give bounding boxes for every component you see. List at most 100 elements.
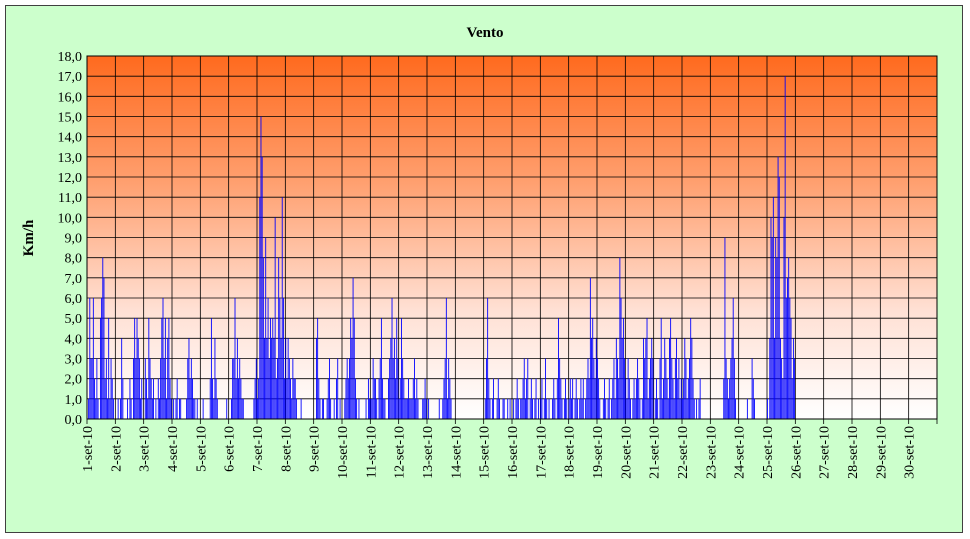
wind-bar: [176, 378, 178, 419]
wind-bar: [615, 338, 617, 419]
x-tick-label: 10-set-10: [336, 426, 351, 479]
wind-bar: [160, 358, 162, 419]
y-tick-label: 0,0: [65, 413, 83, 428]
wind-bar: [627, 358, 629, 419]
wind-bar: [255, 358, 257, 419]
chart-frame: Vento Km/h 0,0 1,0 2,0 3,0 4,0 5,0 6,0 7,0 8,0 9,…: [5, 5, 963, 533]
wind-bar: [367, 378, 369, 419]
wind-bar: [384, 398, 386, 419]
wind-bar: [608, 378, 610, 419]
wind-bar: [593, 358, 595, 419]
wind-bar: [565, 378, 566, 419]
y-tick-label: 14,0: [58, 131, 83, 146]
wind-bar: [153, 378, 154, 419]
wind-bar: [259, 197, 261, 419]
wind-bar: [409, 398, 411, 419]
wind-bar: [89, 298, 91, 419]
wind-bar: [784, 76, 786, 420]
wind-bar: [554, 398, 556, 419]
wind-bar: [112, 398, 114, 419]
wind-bar: [236, 338, 238, 419]
wind-bar: [770, 217, 772, 419]
wind-bar: [652, 358, 654, 419]
wind-bar: [242, 398, 244, 419]
wind-bar: [226, 398, 228, 419]
wind-bar: [404, 398, 406, 419]
x-tick-label: 22-set-10: [676, 426, 691, 479]
wind-bar: [605, 398, 607, 419]
wind-bar: [545, 358, 546, 419]
wind-bar: [149, 358, 151, 419]
wind-bar: [587, 358, 589, 419]
wind-bar: [650, 358, 651, 419]
x-tick-label: 23-set-10: [704, 426, 719, 479]
plot-border: [86, 55, 938, 420]
wind-bar: [179, 398, 180, 419]
wind-bar: [672, 378, 674, 419]
wind-bar: [731, 338, 733, 419]
wind-bar: [576, 398, 578, 419]
wind-bar: [410, 398, 412, 419]
wind-bar: [241, 398, 243, 419]
wind-bar: [286, 378, 288, 419]
wind-bar: [138, 358, 140, 419]
wind-bar: [568, 398, 570, 419]
wind-bar: [316, 338, 317, 419]
wind-bar: [664, 338, 666, 419]
wind-bar: [543, 398, 545, 419]
wind-bar: [261, 156, 263, 419]
wind-bar: [140, 398, 142, 419]
wind-bar: [523, 358, 525, 419]
wind-bar: [559, 358, 561, 419]
y-tick-label: 16,0: [58, 90, 83, 105]
y-tick-label: 4,0: [65, 332, 83, 347]
wind-bar: [769, 338, 771, 419]
wind-bar: [212, 378, 214, 419]
wind-bar: [789, 298, 791, 419]
wind-bar: [589, 277, 591, 419]
wind-bar: [291, 398, 293, 419]
wind-bar: [91, 358, 93, 419]
wind-bar: [497, 378, 499, 419]
wind-bar: [258, 378, 260, 419]
wind-bar: [327, 378, 329, 419]
wind-bar: [630, 398, 631, 419]
wind-bar: [683, 378, 685, 419]
wind-bar: [187, 358, 189, 419]
wind-bar: [415, 398, 417, 419]
wind-bar: [111, 378, 113, 419]
wind-bar: [558, 318, 559, 419]
wind-bar: [188, 338, 190, 419]
y-tick-label: 1,0: [65, 393, 83, 408]
wind-bar: [373, 378, 375, 419]
wind-bar: [109, 398, 111, 419]
wind-bar: [771, 237, 773, 419]
wind-bar: [622, 318, 624, 419]
wind-bar: [607, 398, 609, 419]
wind-bar: [329, 358, 330, 419]
wind-bar: [411, 398, 413, 419]
x-tick-label: 1-set-10: [81, 426, 96, 472]
wind-bar: [318, 378, 320, 419]
wind-bar: [588, 378, 590, 419]
wind-bar: [521, 398, 523, 419]
wind-bar: [792, 338, 794, 419]
wind-bar: [107, 398, 108, 419]
wind-bar: [777, 156, 779, 419]
wind-bar: [319, 398, 321, 419]
wind-bar: [358, 398, 360, 419]
wind-bar: [698, 398, 700, 419]
wind-bar: [216, 398, 218, 419]
wind-bar: [489, 398, 491, 419]
y-tick-label: 17,0: [58, 70, 83, 85]
wind-bar: [448, 358, 450, 419]
wind-bar: [782, 378, 784, 419]
wind-bar: [403, 378, 405, 419]
wind-bar: [696, 398, 698, 419]
wind-bar: [670, 318, 672, 419]
wind-bar: [582, 378, 584, 419]
wind-bar: [269, 318, 271, 419]
wind-bar: [687, 378, 689, 419]
wind-bar: [399, 378, 401, 419]
wind-bar: [794, 358, 796, 419]
